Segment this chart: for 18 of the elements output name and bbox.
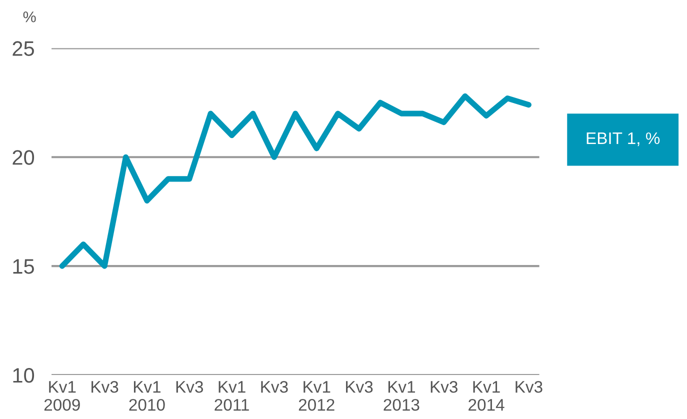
x-tick-label: Kv1 2013 bbox=[384, 381, 420, 411]
y-tick-label: 25 bbox=[12, 41, 34, 56]
x-tick-label: Kv3 bbox=[516, 381, 542, 393]
y-tick-label: 20 bbox=[12, 150, 34, 165]
y-tick-label: 15 bbox=[13, 259, 34, 274]
x-tick-label: Kv1 2011 bbox=[214, 381, 249, 411]
y-axis-title: % bbox=[23, 12, 36, 22]
y-tick-label: 10 bbox=[13, 368, 34, 383]
x-tick-label: Kv1 2010 bbox=[129, 381, 165, 411]
x-tick-label: Kv3 bbox=[430, 381, 458, 393]
x-tick-label: Kv1 2009 bbox=[44, 381, 80, 411]
x-tick-label: Kv3 bbox=[176, 381, 203, 393]
x-tick-label: Kv1 2012 bbox=[298, 381, 334, 411]
x-tick-label: Kv1 2014 bbox=[468, 381, 504, 411]
x-tick-label: Kv3 bbox=[346, 381, 373, 393]
text: EBIT 1, % bbox=[586, 132, 660, 146]
x-tick-label: Kv3 bbox=[92, 381, 118, 393]
x-tick-label: Kv3 bbox=[261, 381, 288, 393]
